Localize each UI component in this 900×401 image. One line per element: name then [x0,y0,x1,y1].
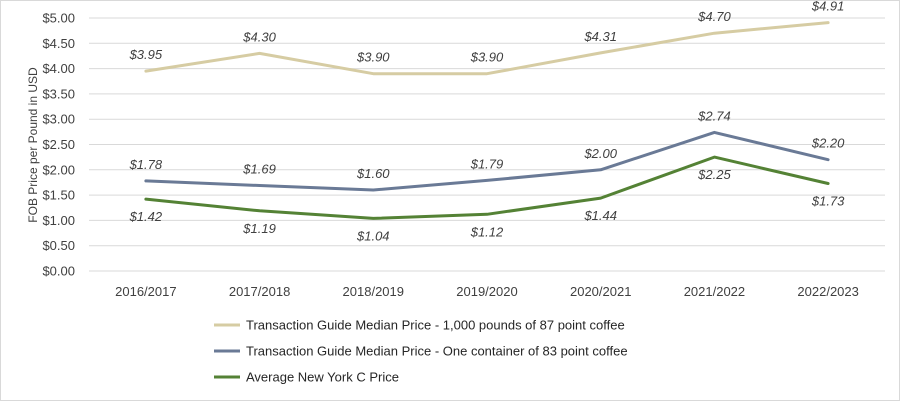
x-tick-label: 2017/2018 [229,284,290,299]
legend-label: Transaction Guide Median Price - 1,000 p… [246,318,625,333]
data-label: $1.19 [242,221,276,236]
y-tick-label: $2.00 [42,162,75,177]
data-label: $2.00 [583,146,617,161]
x-tick-label: 2018/2019 [343,284,404,299]
y-tick-label: $5.00 [42,11,75,26]
series-line-83-point [144,130,830,192]
data-label: $1.04 [356,228,390,243]
y-tick-label: $1.50 [42,188,75,203]
y-axis-ticks: $0.00 $0.50 $1.00 $1.50 $2.00 $2.50 $3.00 $3.50… [42,11,75,279]
x-tick-label: 2019/2020 [456,284,517,299]
x-axis-ticks: 2016/2017 2017/2018 2018/2019 2019/2020 2020… [115,284,859,299]
data-label: $2.74 [697,108,731,123]
legend-label: Average New York C Price [246,370,399,385]
data-label: $1.44 [583,208,617,223]
data-label: $1.69 [242,161,276,176]
series-line-87-point [144,21,830,76]
data-labels: $3.95 $4.30 $3.90 $3.90 $4.31 $4.70 $4.91 $1.78… [129,0,846,243]
data-label: $2.25 [697,167,731,182]
data-label: $4.31 [583,29,617,44]
data-label: $3.95 [129,47,163,62]
data-label: $4.70 [697,9,731,24]
legend-label: Transaction Guide Median Price - One con… [246,344,628,359]
series-lines [144,21,830,220]
data-label: $1.60 [356,166,390,181]
y-tick-label: $2.50 [42,137,75,152]
x-tick-label: 2022/2023 [797,284,858,299]
y-tick-label: $0.50 [42,238,75,253]
series-line-ny-c-price [144,155,830,220]
data-label: $2.20 [811,136,845,151]
x-tick-label: 2016/2017 [115,284,176,299]
data-label: $4.30 [242,29,276,44]
y-tick-label: $0.00 [42,264,75,279]
data-label: $1.42 [129,209,163,224]
legend-item-83-point: Transaction Guide Median Price - One con… [214,344,628,359]
data-label: $4.91 [811,0,845,14]
x-tick-label: 2021/2022 [684,284,745,299]
y-tick-label: $1.00 [42,213,75,228]
data-label: $3.90 [470,50,504,65]
x-tick-label: 2020/2021 [570,284,631,299]
data-label: $1.73 [811,193,845,208]
gridlines [89,17,885,272]
legend-item-87-point: Transaction Guide Median Price - 1,000 p… [214,318,625,333]
data-label: $1.78 [129,157,163,172]
y-tick-label: $4.00 [42,61,75,76]
y-tick-label: $3.50 [42,86,75,101]
legend-item-ny-c-price: Average New York C Price [214,370,399,385]
data-label: $3.90 [356,50,390,65]
legend: Transaction Guide Median Price - 1,000 p… [214,318,628,385]
y-tick-label: $3.00 [42,112,75,127]
data-label: $1.12 [470,224,504,239]
y-tick-label: $4.50 [42,36,75,51]
y-axis-label: FOB Price per Pound in USD [26,67,40,223]
data-label: $1.79 [470,156,504,171]
